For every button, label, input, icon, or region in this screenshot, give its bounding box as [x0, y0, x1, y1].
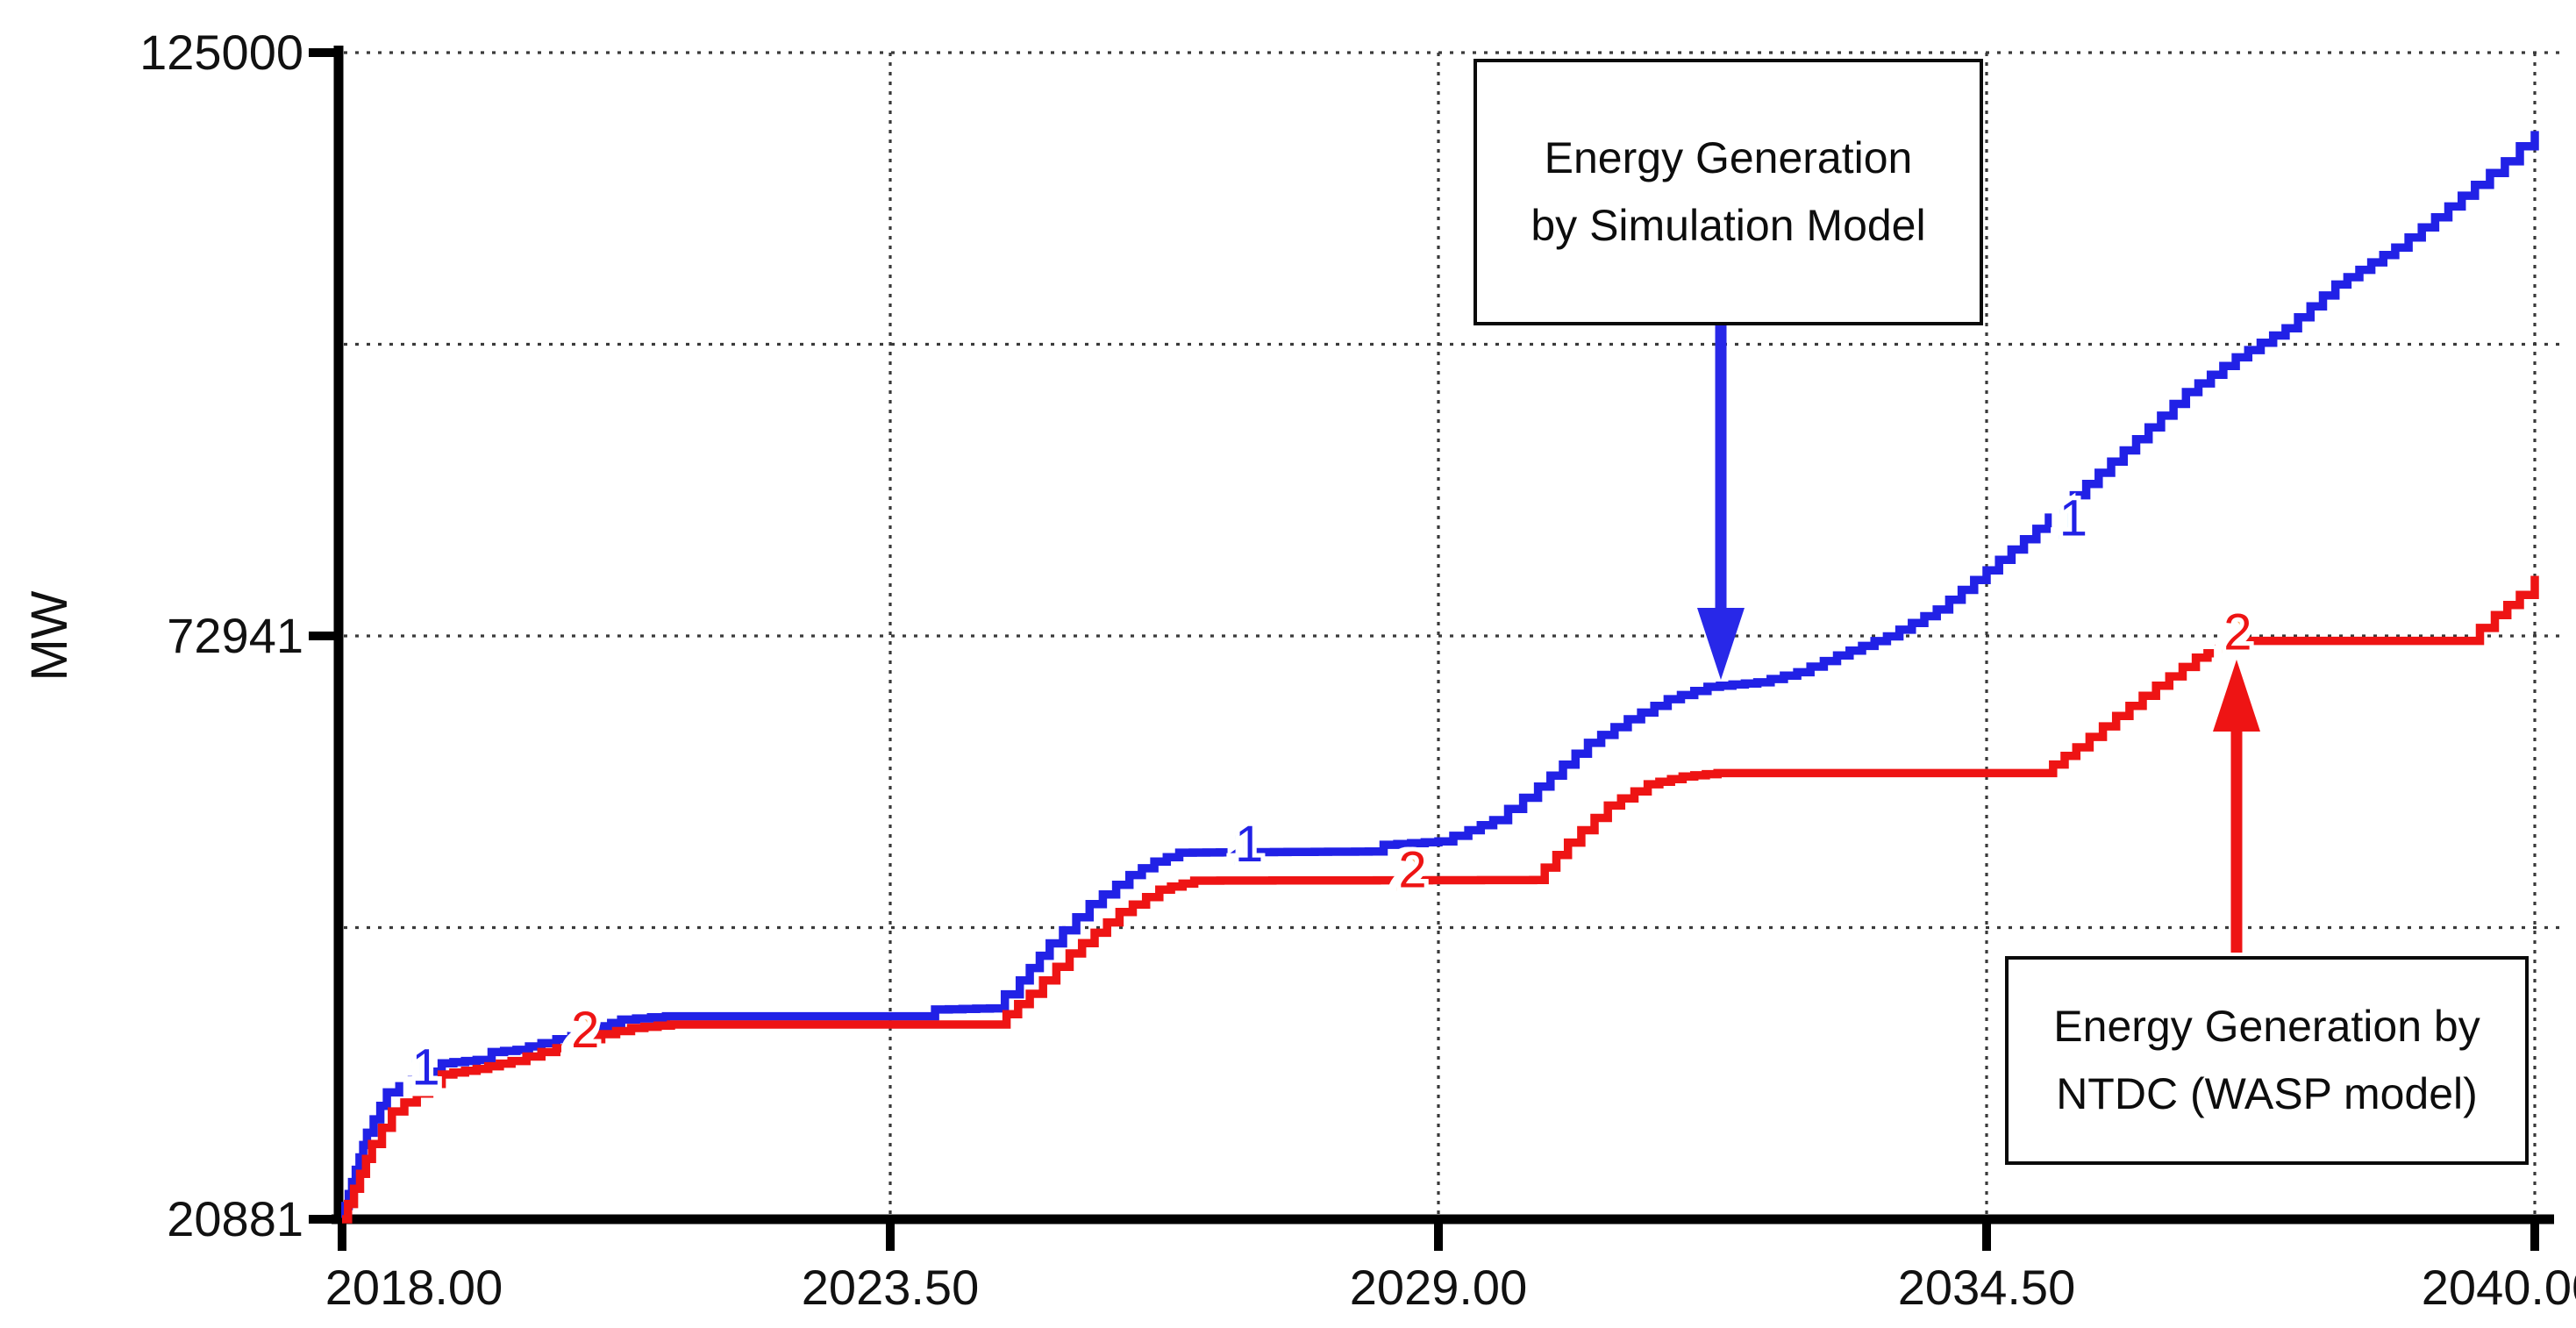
y-tick-label: 72941	[167, 608, 303, 663]
curve-label-2: 2	[1398, 841, 1426, 898]
x-tick-label: 2040.00	[2422, 1260, 2576, 1315]
gridlines	[344, 51, 2559, 1217]
x-tick-label: 2029.00	[1350, 1260, 1527, 1315]
callout-simulation-model-line1: Energy Generation	[1544, 132, 1913, 182]
ntdc-wasp-callout-arrowhead	[2213, 660, 2260, 732]
data-series	[341, 131, 2539, 1224]
callout-simulation-model: Energy Generation by Simulation Model	[1474, 59, 1983, 325]
series-line-2	[342, 575, 2539, 1224]
y-tick-label: 20881	[167, 1191, 303, 1246]
y-axis-unit-label: MW	[21, 590, 78, 681]
axes	[309, 46, 2554, 1251]
callout-ntdc-wasp: Energy Generation by NTDC (WASP model)	[2005, 956, 2529, 1165]
curve-label-2: 2	[2223, 604, 2251, 661]
annotation-arrows	[1697, 325, 2260, 953]
curve-label-1: 1	[411, 1039, 439, 1096]
callout-ntdc-wasp-line2: NTDC (WASP model)	[2056, 1069, 2478, 1118]
x-tick-label: 2018.00	[325, 1260, 503, 1315]
x-tick-label: 2034.50	[1898, 1260, 2075, 1315]
series-line-1	[341, 131, 2539, 1223]
curve-label-1: 1	[1235, 816, 1263, 873]
x-tick-label: 2023.50	[802, 1260, 979, 1315]
curve-label-2: 2	[571, 1002, 599, 1059]
callout-ntdc-wasp-line1: Energy Generation by	[2053, 1001, 2480, 1051]
callout-simulation-model-line2: by Simulation Model	[1531, 201, 1926, 250]
tick-labels: 20881 72941 125000 2018.00 2023.50 2029.00 203…	[139, 25, 2576, 1315]
curve-label-1: 1	[2059, 489, 2087, 546]
simulation-model-callout-arrowhead	[1697, 608, 1745, 680]
y-tick-label: 125000	[139, 25, 303, 80]
